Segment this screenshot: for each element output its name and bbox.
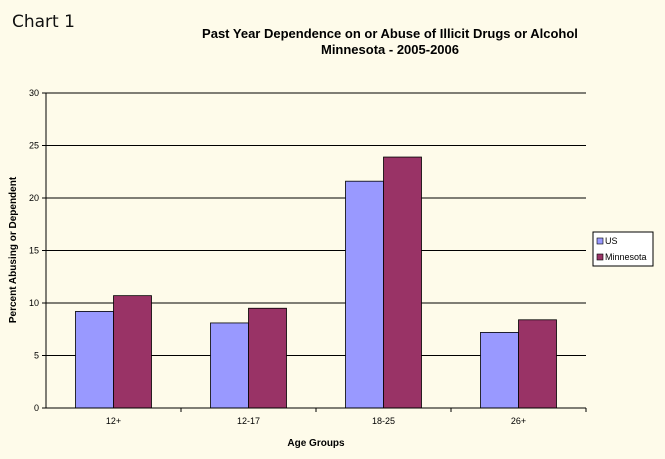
chart-subtitle: Minnesota - 2005-2006 — [321, 42, 459, 57]
y-axis-title: Percent Abusing or Dependent — [8, 176, 19, 323]
y-tick-label: 0 — [34, 403, 39, 413]
y-tick-label: 10 — [29, 298, 39, 308]
bar-minnesota-12-17 — [248, 307, 287, 409]
bar-minnesota-18-25 — [383, 156, 422, 409]
y-tick-label: 20 — [29, 193, 39, 203]
chart-number-label: Chart 1 — [12, 12, 75, 32]
legend: US Minnesota — [592, 231, 654, 267]
x-tick-label: 12+ — [106, 416, 121, 426]
bar-us-18-25 — [345, 180, 384, 409]
y-tick-label: 25 — [29, 141, 39, 151]
y-tick-label: 5 — [34, 351, 39, 361]
x-tick-label: 18-25 — [372, 416, 395, 426]
x-tick-label: 12-17 — [237, 416, 260, 426]
bar-us-26plus — [480, 331, 519, 409]
x-axis-title: Age Groups — [287, 438, 345, 449]
y-tick-label: 30 — [29, 88, 39, 98]
bar-minnesota-12plus — [113, 295, 152, 409]
bars — [75, 156, 557, 409]
legend-swatch-minnesota — [596, 253, 604, 261]
bar-minnesota-26plus — [518, 319, 557, 409]
y-tick-labels: 0 5 10 15 20 25 30 — [29, 88, 46, 413]
legend-label-minnesota: Minnesota — [605, 252, 647, 262]
legend-swatch-us — [596, 237, 604, 245]
chart-title: Past Year Dependence on or Abuse of Illi… — [202, 26, 578, 41]
x-tick-label: 26+ — [511, 416, 526, 426]
y-tick-label: 15 — [29, 246, 39, 256]
bar-us-12plus — [75, 310, 114, 409]
legend-box — [592, 231, 654, 267]
legend-label-us: US — [605, 236, 618, 246]
bar-us-12-17 — [210, 322, 249, 409]
x-tick-labels: 12+ 12-17 18-25 26+ — [106, 408, 587, 426]
